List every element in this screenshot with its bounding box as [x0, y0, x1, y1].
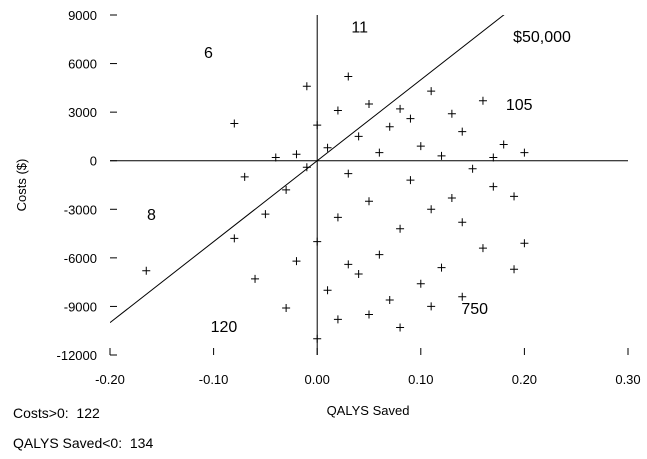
data-point [478, 96, 487, 105]
data-point [292, 257, 301, 266]
y-tick-label: -9000 [64, 299, 97, 314]
data-point [406, 114, 415, 123]
x-tick-label: 0.00 [305, 372, 330, 387]
y-tick-label: 9000 [68, 8, 97, 23]
data-point [142, 266, 151, 275]
data-point [396, 323, 405, 332]
data-point [385, 122, 394, 131]
y-tick-label: -6000 [64, 251, 97, 266]
quadrant-count-labels: 6 11 105 8 120 750 [147, 19, 533, 336]
data-point [427, 302, 436, 311]
data-point [323, 143, 332, 152]
qalys-negative-count: QALYS Saved<0: 134 [13, 435, 154, 451]
x-tick-label: -0.20 [95, 372, 125, 387]
data-point [282, 185, 291, 194]
quadrant-count-label: 8 [147, 207, 156, 224]
reference-lines [110, 15, 628, 355]
data-point [365, 310, 373, 319]
threshold-label: $50,000 [513, 29, 571, 46]
data-point [344, 169, 353, 178]
data-point [333, 315, 342, 324]
data-point [251, 274, 260, 283]
data-point [396, 104, 405, 113]
quadrant-count-label: 6 [204, 45, 213, 62]
data-point [406, 176, 415, 185]
data-point [302, 163, 311, 172]
data-point [344, 260, 353, 269]
data-point [333, 106, 342, 115]
data-point [323, 286, 332, 295]
data-point [416, 142, 425, 151]
data-point [416, 279, 425, 288]
data-point [240, 172, 249, 181]
x-tick-label: 0.10 [408, 372, 433, 387]
y-axis-title: Costs ($) [14, 159, 29, 212]
data-point [458, 218, 467, 227]
quadrant-count-label: 120 [211, 319, 238, 336]
wtp-threshold-line [110, 15, 505, 324]
data-point [282, 304, 291, 313]
axes: -12000 -9000 -6000 -3000 0 3000 6000 9000 -0.20 -… [57, 8, 641, 387]
data-point [271, 153, 280, 162]
data-point [520, 239, 529, 248]
data-point [292, 150, 301, 159]
y-tick-label: 3000 [68, 105, 97, 120]
y-tick-label: -12000 [57, 348, 97, 363]
data-point [437, 151, 446, 160]
data-point [510, 265, 519, 274]
data-point [499, 140, 508, 149]
data-point [520, 148, 529, 157]
data-point [510, 192, 519, 201]
data-point [344, 72, 353, 81]
data-point [230, 234, 239, 243]
data-point [458, 127, 467, 136]
data-point [313, 334, 322, 343]
data-point [437, 263, 446, 272]
data-point [365, 197, 373, 206]
data-point [302, 82, 311, 91]
data-point [385, 295, 394, 304]
data-point [447, 193, 456, 202]
data-point [427, 205, 436, 214]
costs-positive-count: Costs>0: 122 [13, 405, 100, 421]
data-point [375, 250, 384, 259]
x-tick-label: -0.10 [199, 372, 229, 387]
x-tick-label: 0.20 [512, 372, 537, 387]
data-point [396, 224, 405, 233]
data-point [313, 121, 322, 130]
data-point [313, 237, 322, 246]
data-points [142, 72, 529, 343]
data-point [375, 148, 384, 157]
data-point [427, 87, 436, 96]
x-tick-label: 0.30 [615, 372, 640, 387]
data-point [354, 132, 363, 141]
quadrant-count-label: 105 [506, 97, 533, 114]
y-tick-label: -3000 [64, 202, 97, 217]
data-point [489, 153, 498, 162]
x-axis-title: QALYS Saved [327, 403, 410, 418]
data-point [458, 292, 467, 301]
data-point [333, 213, 342, 222]
quadrant-count-label: 750 [461, 301, 488, 318]
data-point [261, 210, 270, 219]
y-tick-label: 6000 [68, 57, 97, 72]
data-point [354, 270, 363, 279]
y-tick-label: 0 [90, 154, 97, 169]
data-point [478, 244, 487, 253]
quadrant-count-label: 11 [351, 19, 368, 36]
data-point [365, 100, 373, 109]
data-point [468, 164, 477, 173]
data-point [230, 119, 239, 128]
data-point [489, 182, 498, 191]
data-point [447, 109, 456, 118]
